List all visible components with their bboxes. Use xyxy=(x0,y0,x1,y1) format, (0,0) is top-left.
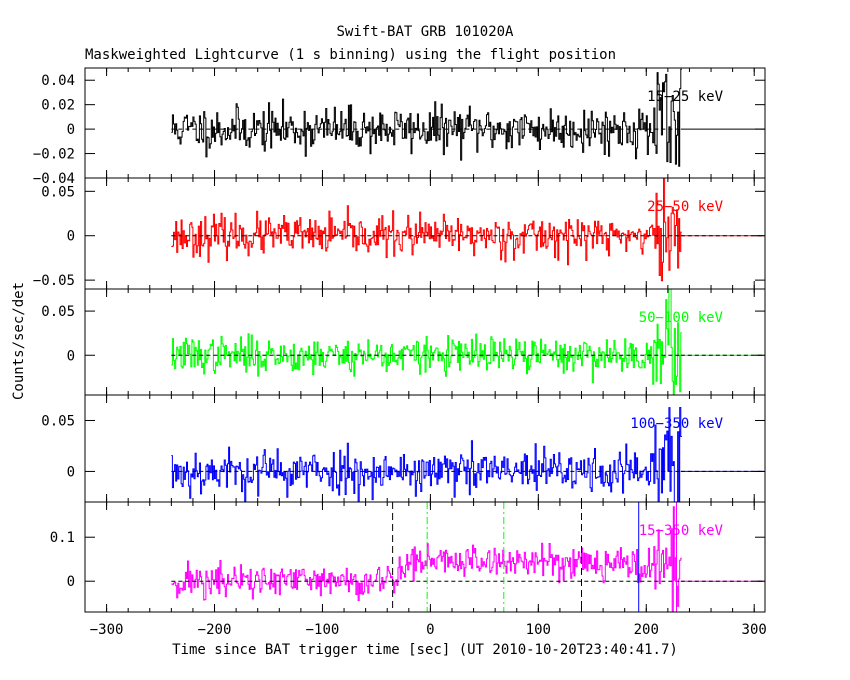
lightcurve-trace xyxy=(171,68,682,167)
x-tick-label: −100 xyxy=(306,622,340,638)
y-axis-label: Counts/sec/det xyxy=(11,282,27,400)
lightcurve-trace xyxy=(171,178,682,282)
panel-frame xyxy=(84,501,766,613)
y-tick-label: 0.05 xyxy=(41,304,75,320)
y-tick-label: 0 xyxy=(67,229,75,245)
y-tick-label: −0.05 xyxy=(33,273,75,289)
x-tick-label: 100 xyxy=(526,622,551,638)
chart-subtitle: Maskweighted Lightcurve (1 s binning) us… xyxy=(85,47,616,63)
x-tick-label: 200 xyxy=(634,622,659,638)
energy-band-label: 15−25 keV xyxy=(647,89,723,105)
y-tick-label: 0.05 xyxy=(41,413,75,429)
y-tick-label: 0.02 xyxy=(41,98,75,114)
lightcurve-trace xyxy=(171,289,682,395)
panel-1: 0.05 0 −0.05 25−50 keV xyxy=(33,177,766,290)
y-tick-label: 0.1 xyxy=(50,530,75,546)
chart-title: Swift-BAT GRB 101020A xyxy=(336,24,514,40)
lightcurve-trace xyxy=(171,407,682,502)
y-tick-label: 0 xyxy=(67,464,75,480)
y-tick-label: 0 xyxy=(67,122,75,138)
y-tick-label: −0.02 xyxy=(33,147,75,163)
panel-0: 0.04 0.02 0 −0.02 −0.04 15−25 keV xyxy=(33,67,766,187)
x-tick-label: 300 xyxy=(742,622,767,638)
x-tick-label: −200 xyxy=(198,622,232,638)
energy-band-label: 50−100 keV xyxy=(639,310,724,326)
energy-band-label: 100−350 keV xyxy=(630,416,723,432)
energy-band-label: 25−50 keV xyxy=(647,199,723,215)
x-tick-label: −300 xyxy=(90,622,124,638)
panel-4: 0.1 0 15−350 keV xyxy=(50,501,766,613)
panels-group: 0.04 0.02 0 −0.02 −0.04 15−25 keV 0.05 0 −0.05 25… xyxy=(33,67,767,638)
panel-3: 0.05 0 100−350 keV xyxy=(41,394,766,503)
y-tick-label: 0.04 xyxy=(41,73,75,89)
y-tick-label: −0.04 xyxy=(33,171,75,187)
y-tick-label: 0 xyxy=(67,574,75,590)
x-tick-label: 0 xyxy=(426,622,434,638)
y-tick-label: 0 xyxy=(67,348,75,364)
y-tick-label: 0.05 xyxy=(41,184,75,200)
energy-band-label: 15−350 keV xyxy=(639,523,724,539)
x-axis-label: Time since BAT trigger time [sec] (UT 20… xyxy=(172,642,678,658)
panel-2: 0.05 0 50−100 keV xyxy=(41,288,766,396)
